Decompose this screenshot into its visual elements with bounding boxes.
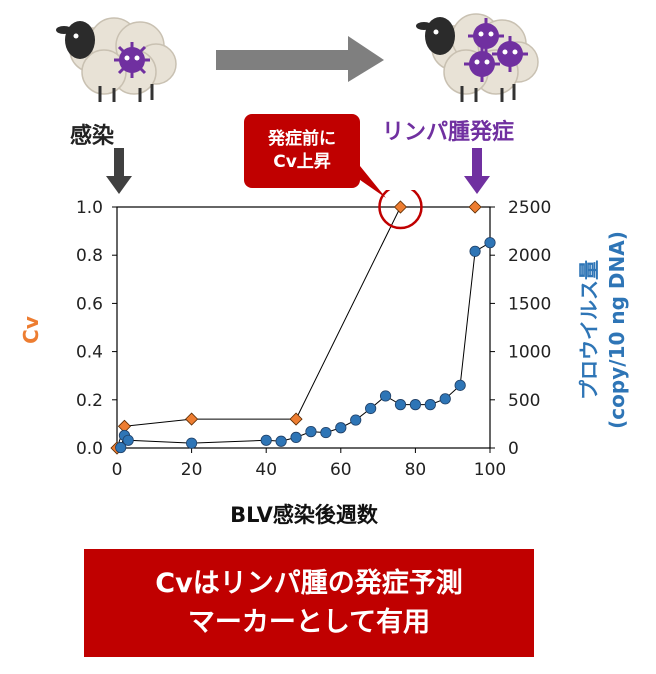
chart-marks (110, 190, 496, 455)
y-tick-label-left: 0.4 (76, 343, 103, 363)
x-axis-label: BLV感染後週数 (230, 503, 379, 527)
sheep-infected-icon (56, 17, 177, 102)
provirus-point (454, 379, 466, 391)
onset-label: リンパ腫発症 (382, 120, 515, 145)
x-tick-label: 40 (255, 460, 277, 480)
plot-frame (116, 206, 491, 449)
provirus-point (409, 399, 421, 411)
y-axis-label-right-line-2: (copy/10 ng DNA) (605, 231, 629, 429)
provirus-point (186, 437, 198, 449)
progression-arrow-icon (216, 36, 384, 82)
x-tick-label: 60 (330, 460, 352, 480)
provirus-point (350, 414, 362, 426)
callout-line-2: Cv上昇 (273, 152, 331, 172)
cv-point (289, 412, 303, 426)
provirus-point (365, 402, 377, 415)
callout-pointer (340, 166, 386, 198)
series-line (120, 242, 491, 448)
chart-axes: 0 20 40 60 80 100 0.0 0.2 0.4 0.6 0.8 1.0 0 500 1000 15… (76, 198, 551, 480)
conclusion-line-1: Cvはリンパ腫の発症予測 (155, 567, 463, 599)
infection-label: 感染 (70, 124, 115, 149)
x-tick-label: 0 (112, 460, 123, 480)
cv-point (185, 412, 199, 426)
y-tick-label-left: 0.6 (76, 294, 103, 314)
callout-line-1: 発症前に (268, 129, 336, 150)
x-tick-label: 80 (405, 460, 427, 480)
callout-box: 発症前に Cv上昇 (244, 114, 360, 188)
chart: 0 20 40 60 80 100 0.0 0.2 0.4 0.6 0.8 1.0 0 500 1000 15… (19, 190, 629, 527)
provirus-point (305, 426, 317, 438)
series-line (116, 206, 476, 449)
provirus-point (335, 422, 347, 434)
y-tick-label-right: 0 (508, 439, 519, 459)
provirus-point (424, 399, 436, 411)
x-tick-label: 100 (474, 460, 506, 480)
provirus-point (379, 390, 392, 402)
y-tick-label-right: 1500 (508, 294, 551, 314)
sheep-lymphoma-icon (416, 13, 539, 102)
y-tick-label-left: 0.2 (76, 391, 103, 411)
cv-point (468, 200, 482, 214)
cv-point (393, 200, 408, 214)
conclusion-box: Cvはリンパ腫の発症予測 マーカーとして有用 (84, 549, 534, 657)
provirus-point (394, 399, 407, 411)
y-tick-label-left: 1.0 (76, 198, 103, 218)
down-arrow-icon (464, 148, 490, 194)
provirus-point (484, 237, 496, 249)
provirus-point (275, 435, 287, 447)
conclusion-line-2: マーカーとして有用 (187, 607, 431, 638)
provirus-point (115, 441, 127, 454)
provirus-point (320, 426, 332, 439)
y-tick-label-right: 1000 (508, 343, 551, 363)
chart-lines (116, 206, 491, 449)
highlight-circle (378, 190, 423, 230)
x-tick-label: 20 (181, 460, 203, 480)
y-tick-label-right: 500 (508, 391, 540, 411)
down-arrow-icon (106, 148, 132, 194)
y-tick-label-right: 2500 (508, 198, 551, 218)
provirus-point (469, 245, 481, 257)
provirus-point (290, 431, 302, 443)
y-axis-label-left: Cv (19, 316, 43, 344)
provirus-point (122, 434, 134, 446)
y-axis-label-right-line-1: プロウイルス量 (577, 260, 601, 400)
provirus-point (260, 434, 272, 446)
y-tick-label-right: 2000 (508, 246, 551, 266)
provirus-point (439, 393, 451, 405)
virus-icon (114, 42, 150, 78)
y-tick-label-left: 0.0 (76, 439, 103, 459)
y-tick-label-left: 0.8 (76, 246, 103, 266)
